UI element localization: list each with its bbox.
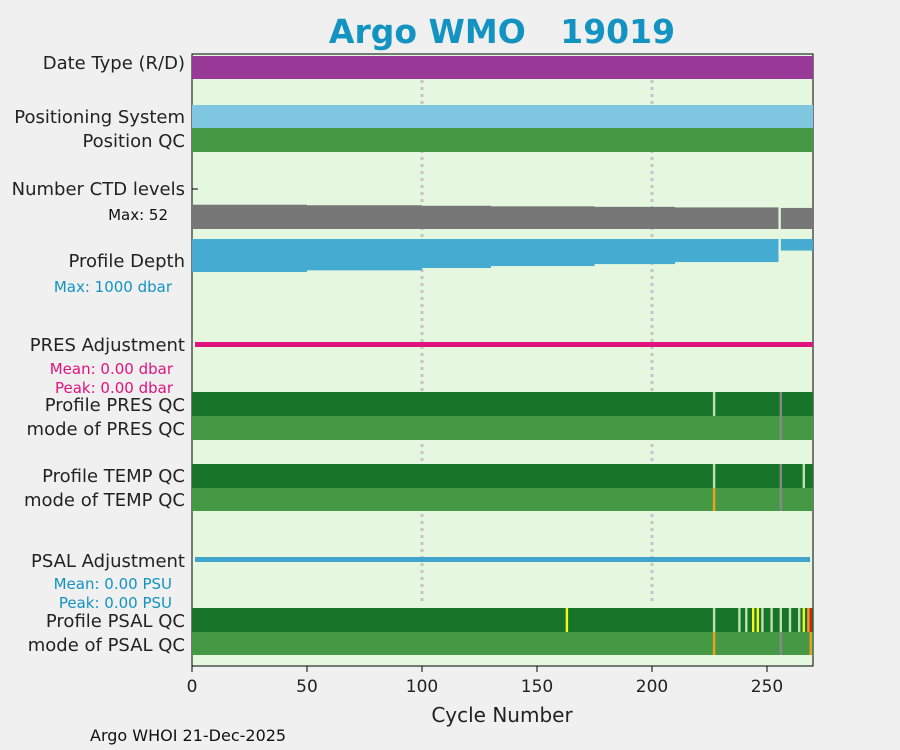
profile-psal-qc-label: Profile PSAL QC <box>46 611 185 632</box>
date-type-bar <box>192 56 813 79</box>
depth-segment-6 <box>780 239 813 251</box>
depth-label: Profile Depth <box>68 251 185 272</box>
profile-psal-qc-event-12 <box>807 608 810 632</box>
ctd-segment-3 <box>491 206 595 229</box>
psal-adj-mean-label: Mean: 0.00 PSU <box>54 575 172 593</box>
profile-temp-qc-event-1 <box>779 464 782 488</box>
profile-psal-qc-event-5 <box>756 608 759 632</box>
profile-psal-qc-event-3 <box>745 608 748 632</box>
depth-max-label: Max: 1000 dbar <box>54 278 173 296</box>
profile-psal-qc-bar <box>192 608 813 632</box>
profile-pres-qc-event-1 <box>779 392 782 416</box>
mode-temp-qc-label: mode of TEMP QC <box>24 490 185 511</box>
profile-psal-qc-event-1 <box>712 608 716 632</box>
profile-pres-qc-label: Profile PRES QC <box>45 395 185 416</box>
footer-label: Argo WHOI 21-Dec-2025 <box>90 726 286 745</box>
profile-psal-qc-event-11 <box>802 608 805 632</box>
x-tick-label-0: 0 <box>187 677 198 697</box>
mode-temp-qc-event-0 <box>712 488 716 511</box>
depth-segment-3 <box>491 239 595 267</box>
pres-adj-line <box>195 342 813 347</box>
depth-segment-0 <box>192 239 307 272</box>
profile-temp-qc-event-0 <box>712 464 716 488</box>
psal-adj-label: PSAL Adjustment <box>31 551 185 572</box>
ctd-segment-6 <box>780 207 813 229</box>
x-tick-label-150: 150 <box>521 677 553 697</box>
position-qc-label: Position QC <box>82 131 185 152</box>
profile-psal-qc-event-7 <box>770 608 773 632</box>
mode-temp-qc-bar <box>192 488 813 511</box>
ctd-segment-4 <box>594 206 675 229</box>
mode-psal-qc-event-0 <box>712 632 716 655</box>
profile-pres-qc-event-0 <box>712 392 716 416</box>
x-tick-label-50: 50 <box>296 677 318 697</box>
profile-psal-qc-event-0 <box>565 608 569 632</box>
profile-psal-qc-event-8 <box>779 608 782 632</box>
profile-psal-qc-event-2 <box>738 608 741 632</box>
depth-segment-1 <box>307 239 422 271</box>
date-type-label: Date Type (R/D) <box>43 53 185 74</box>
depth-segment-4 <box>594 239 675 265</box>
mode-psal-qc-event-1 <box>779 632 782 655</box>
mode-psal-qc-label: mode of PSAL QC <box>28 635 185 656</box>
x-tick-label-200: 200 <box>636 677 668 697</box>
ctd-segment-2 <box>422 205 491 229</box>
psal-adj-peak-label: Peak: 0.00 PSU <box>59 594 172 612</box>
psal-adj-line <box>195 557 810 562</box>
chart-title: Argo WMO 19019 <box>329 12 675 51</box>
x-axis: 0 50 100 150 200 250 <box>187 666 783 697</box>
row-labels: Date Type (R/D) Positioning System Posit… <box>12 53 185 656</box>
x-tick-label-100: 100 <box>406 677 438 697</box>
mode-pres-qc-bar <box>192 416 813 440</box>
positioning-label: Positioning System <box>14 107 185 128</box>
pres-adj-label: PRES Adjustment <box>30 335 185 356</box>
x-axis-label: Cycle Number <box>431 703 573 727</box>
ctd-segment-0 <box>192 204 307 229</box>
profile-temp-qc-bar <box>192 464 813 488</box>
mode-pres-qc-label: mode of PRES QC <box>27 419 185 440</box>
ctd-segment-5 <box>675 207 779 229</box>
position-qc-bar <box>192 128 813 152</box>
profile-psal-qc-event-6 <box>761 608 764 632</box>
ctd-max-label: Max: 52 <box>108 206 168 224</box>
pres-adj-peak-label: Peak: 0.00 dbar <box>55 379 174 397</box>
depth-segment-5 <box>675 239 779 263</box>
data-bars <box>192 56 813 655</box>
mode-psal-qc-bar <box>192 632 813 655</box>
pres-adj-mean-label: Mean: 0.00 dbar <box>50 360 174 378</box>
mode-pres-qc-event-0 <box>779 416 782 440</box>
profile-psal-qc-event-9 <box>788 608 792 632</box>
mode-psal-qc-event-2 <box>809 632 812 655</box>
profile-pres-qc-bar <box>192 392 813 416</box>
profile-temp-qc-label: Profile TEMP QC <box>42 466 185 487</box>
plot-area <box>191 53 814 667</box>
positioning-bar <box>192 105 813 128</box>
ctd-label: Number CTD levels <box>12 179 185 200</box>
profile-temp-qc-event-2 <box>802 464 805 488</box>
profile-psal-qc-event-4 <box>752 608 755 632</box>
profile-psal-qc-event-13 <box>809 608 812 632</box>
depth-segment-2 <box>422 239 491 269</box>
profile-psal-qc-event-10 <box>798 608 801 632</box>
ctd-segment-1 <box>307 205 422 229</box>
mode-temp-qc-event-1 <box>779 488 782 511</box>
x-tick-label-250: 250 <box>751 677 783 697</box>
